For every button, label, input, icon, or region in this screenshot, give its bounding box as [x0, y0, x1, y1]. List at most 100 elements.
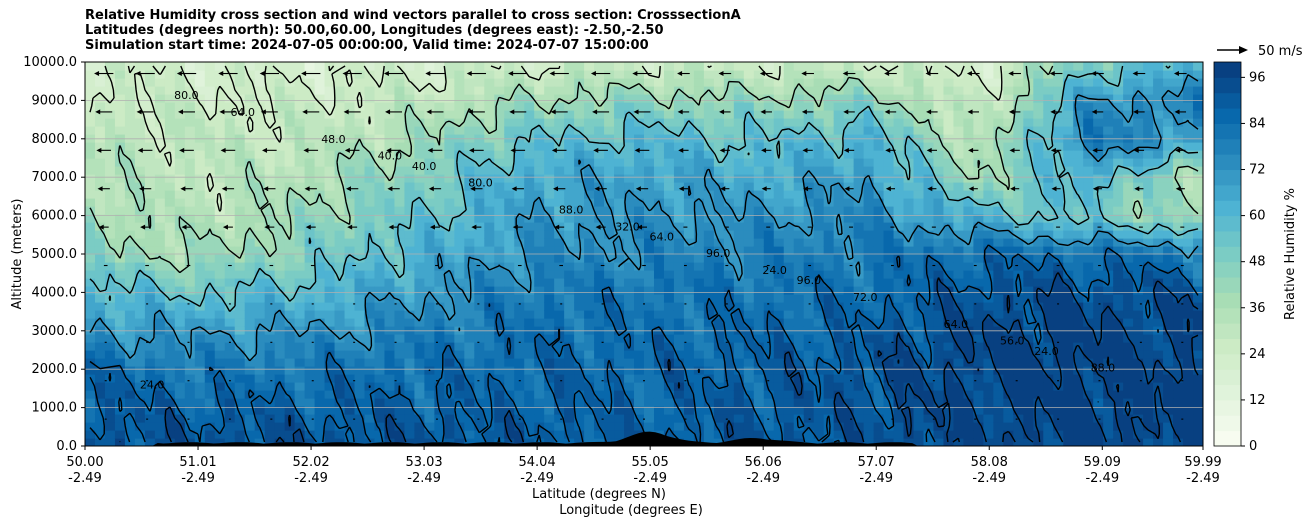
rh-cell	[953, 150, 965, 159]
rh-cell	[893, 78, 905, 87]
rh-cell	[693, 142, 705, 151]
rh-cell	[264, 422, 276, 431]
rh-cell	[653, 374, 665, 383]
rh-cell	[564, 110, 575, 119]
rh-cell	[164, 406, 176, 415]
rh-cell	[204, 390, 216, 399]
rh-cell	[314, 390, 326, 399]
rh-cell	[124, 78, 136, 87]
rh-cell	[304, 102, 316, 111]
rh-cell	[514, 414, 525, 423]
rh-cell	[294, 318, 306, 327]
rh-cell	[474, 422, 485, 431]
rh-cell	[773, 262, 785, 271]
rh-cell	[374, 270, 386, 279]
rh-cell	[923, 318, 935, 327]
rh-cell	[244, 398, 256, 407]
rh-cell	[354, 222, 366, 231]
rh-cell	[394, 142, 406, 151]
rh-cell	[524, 374, 535, 383]
rh-cell	[743, 222, 755, 231]
rh-cell	[743, 342, 755, 351]
rh-cell	[224, 374, 236, 383]
rh-cell	[384, 278, 396, 287]
rh-cell	[594, 326, 605, 335]
rh-cell	[274, 302, 286, 311]
rh-cell	[993, 270, 1004, 279]
rh-cell	[1033, 334, 1044, 343]
rh-cell	[703, 270, 715, 279]
rh-cell	[614, 142, 625, 151]
rh-cell	[1093, 318, 1104, 327]
rh-cell	[753, 422, 765, 431]
rh-cell	[813, 318, 825, 327]
rh-cell	[943, 102, 955, 111]
rh-cell	[244, 326, 256, 335]
rh-cell	[903, 254, 915, 263]
rh-cell	[733, 214, 745, 223]
rh-cell	[144, 358, 156, 367]
rh-cell	[424, 294, 435, 303]
rh-cell	[973, 422, 984, 431]
rh-cell	[604, 166, 615, 175]
rh-cell	[813, 62, 825, 71]
rh-cell	[793, 238, 805, 247]
rh-cell	[554, 398, 565, 407]
rh-cell	[284, 278, 296, 287]
rh-cell	[1103, 254, 1114, 263]
rh-cell	[284, 334, 296, 343]
rh-cell	[94, 182, 106, 191]
rh-cell	[933, 438, 945, 446]
rh-cell	[1033, 262, 1044, 271]
rh-cell	[683, 70, 695, 79]
rh-cell	[634, 294, 645, 303]
rh-cell	[1103, 414, 1114, 423]
rh-cell	[604, 334, 615, 343]
rh-cell	[274, 342, 286, 351]
rh-cell	[544, 214, 555, 223]
rh-cell	[673, 334, 685, 343]
rh-cell	[344, 174, 356, 183]
rh-cell	[713, 278, 725, 287]
rh-cell	[194, 406, 206, 415]
rh-cell	[574, 374, 585, 383]
rh-cell	[274, 190, 286, 199]
rh-cell	[903, 78, 915, 87]
rh-cell	[514, 150, 525, 159]
rh-cell	[524, 78, 535, 87]
rh-cell	[803, 142, 815, 151]
rh-cell	[414, 358, 425, 367]
rh-cell	[484, 222, 495, 231]
rh-cell	[584, 398, 595, 407]
rh-cell	[394, 198, 406, 207]
rh-cell	[144, 206, 156, 215]
rh-cell	[644, 262, 655, 271]
rh-cell	[703, 214, 715, 223]
rh-cell	[993, 262, 1004, 271]
rh-cell	[594, 206, 605, 215]
rh-cell	[983, 198, 994, 207]
rh-cell	[534, 142, 545, 151]
rh-cell	[464, 222, 475, 231]
rh-cell	[494, 70, 505, 79]
rh-cell	[594, 398, 605, 407]
rh-cell	[354, 438, 366, 446]
rh-cell	[204, 270, 216, 279]
rh-cell	[544, 182, 555, 191]
rh-cell	[634, 182, 645, 191]
rh-cell	[853, 414, 865, 423]
rh-cell	[873, 158, 885, 167]
rh-cell	[973, 94, 984, 103]
rh-cell	[903, 326, 915, 335]
rh-cell	[943, 438, 955, 446]
rh-cell	[773, 398, 785, 407]
rh-cell	[414, 166, 425, 175]
rh-cell	[923, 422, 935, 431]
rh-cell	[144, 318, 156, 327]
rh-cell	[753, 214, 765, 223]
rh-cell	[1103, 134, 1114, 143]
rh-cell	[843, 342, 855, 351]
rh-cell	[1063, 422, 1074, 431]
rh-cell	[444, 438, 455, 446]
